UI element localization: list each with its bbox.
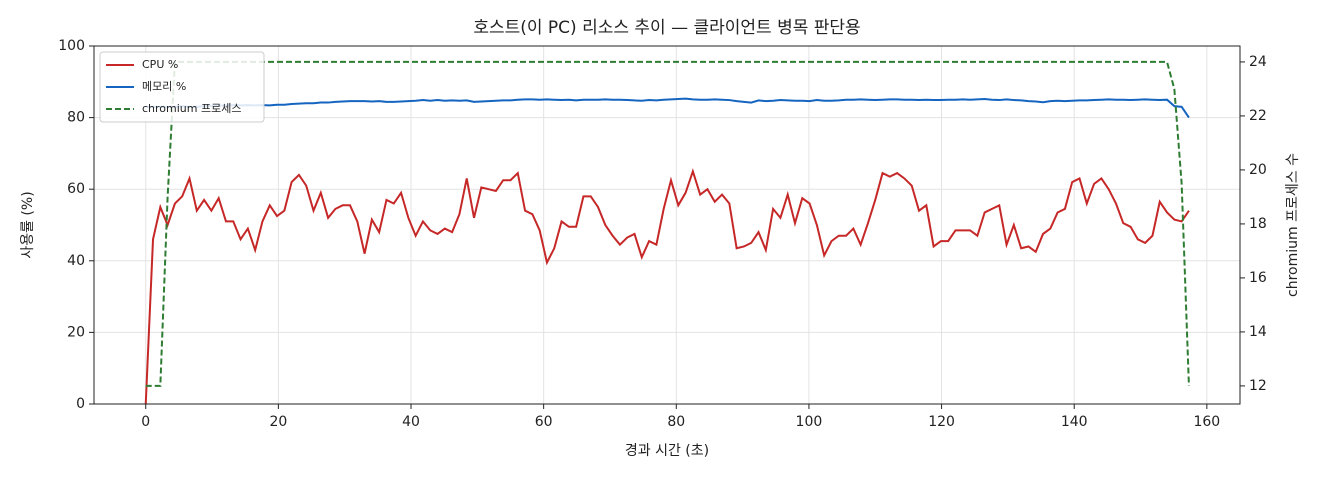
- legend: CPU % 메모리 % chromium 프로세스: [99, 51, 265, 123]
- y2-tick-label: 12: [1249, 378, 1267, 394]
- legend-label: chromium 프로세스: [142, 102, 241, 115]
- y2-tick-label: 16: [1249, 270, 1267, 286]
- series-line: [144, 168, 1190, 405]
- y2-axis-label: chromium 프로세스 수: [1285, 153, 1301, 297]
- chart-title: 호스트(이 PC) 리소스 추이 — 클라이언트 병목 판단용: [473, 18, 860, 38]
- y-tick-label: 80: [67, 110, 85, 126]
- x-tick-label: 40: [402, 414, 420, 430]
- legend-label: 메모리 %: [142, 80, 186, 93]
- series-line: [145, 97, 1190, 119]
- y2-tick-label: 20: [1249, 162, 1267, 178]
- y2-tick-label: 14: [1249, 324, 1267, 340]
- x-tick-label: 100: [796, 414, 823, 430]
- x-axis-label: 경과 시간 (초): [625, 443, 709, 459]
- legend-label: CPU %: [142, 58, 178, 71]
- series-line: [145, 60, 1190, 387]
- y-tick-label: 20: [67, 324, 85, 340]
- y-tick-label: 60: [67, 181, 85, 197]
- x-tick-label: 120: [928, 414, 955, 430]
- y2-tick-label: 24: [1249, 54, 1267, 70]
- y-tick-label: 100: [58, 38, 85, 54]
- x-tick-label: 160: [1193, 414, 1220, 430]
- x-tick-label: 20: [269, 414, 287, 430]
- x-tick-label: 140: [1061, 414, 1088, 430]
- y-tick-label: 40: [67, 253, 85, 269]
- y2-tick-label: 22: [1249, 108, 1267, 124]
- x-tick-label: 0: [141, 414, 150, 430]
- legend-box: [99, 51, 265, 123]
- y2-tick-label: 18: [1249, 216, 1267, 232]
- plot-frame: [93, 45, 1241, 405]
- y-axis-label: 사용률 (%): [20, 191, 36, 258]
- x-tick-label: 80: [667, 414, 685, 430]
- x-tick-label: 60: [535, 414, 553, 430]
- y-tick-label: 0: [76, 396, 85, 412]
